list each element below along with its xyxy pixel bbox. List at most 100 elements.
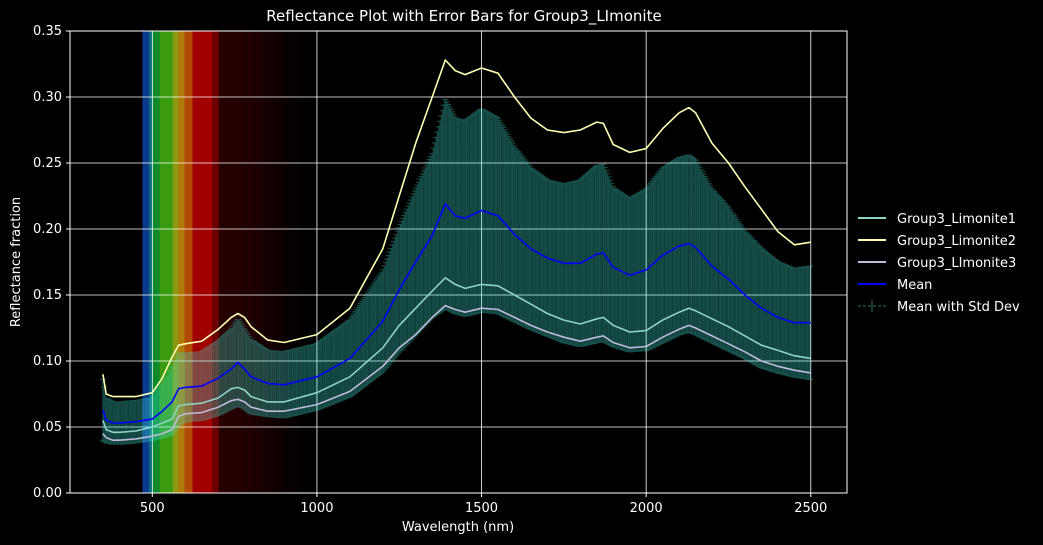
spectrum-stripe <box>255 31 258 493</box>
spectrum-stripe <box>166 31 169 493</box>
spectrum-stripe <box>289 31 292 493</box>
spectrum-stripe <box>154 31 157 493</box>
spectrum-stripe <box>159 31 162 493</box>
spectrum-stripe <box>228 31 230 493</box>
spectrum-stripe <box>197 31 200 493</box>
spectrum-stripe <box>230 31 233 493</box>
y-tick-label: 0.00 <box>33 486 62 501</box>
spectrum-stripe <box>254 31 257 493</box>
spectrum-stripe <box>267 31 270 493</box>
spectrum-stripe <box>238 31 241 493</box>
spectrum-stripe <box>229 31 232 493</box>
spectrum-stripe <box>158 31 161 493</box>
legend-label: Mean <box>897 278 932 293</box>
y-axis-ticks: 0.00 0.05 0.10 0.15 0.20 0.25 0.30 0.35 <box>33 24 70 501</box>
spectrum-stripe <box>187 31 190 493</box>
x-tick-label: 2000 <box>630 501 663 516</box>
y-axis-label: Reflectance fraction <box>9 197 24 327</box>
spectrum-stripe <box>297 31 300 493</box>
x-tick-label: 1000 <box>300 501 333 516</box>
y-tick-label: 0.15 <box>33 288 62 303</box>
y-tick-label: 0.05 <box>33 420 62 435</box>
spectrum-stripe <box>150 31 153 493</box>
spectrum-stripe <box>191 31 194 493</box>
spectrum-stripe <box>209 31 212 493</box>
spectrum-stripe <box>189 31 192 493</box>
spectrum-stripe <box>212 31 215 493</box>
spectrum-stripe <box>263 31 266 493</box>
spectrum-stripe <box>293 31 296 493</box>
spectrum-stripe <box>221 31 224 493</box>
spectrum-stripe <box>275 31 278 493</box>
y-tick-label: 0.35 <box>33 24 62 39</box>
spectrum-stripe <box>247 31 250 493</box>
spectrum-stripe <box>233 31 236 493</box>
spectrum-stripe <box>270 31 273 493</box>
spectrum-stripe <box>245 31 248 493</box>
spectrum-stripe <box>249 31 252 493</box>
spectrum-stripe <box>163 31 166 493</box>
spectrum-stripe <box>146 31 149 493</box>
spectrum-stripe <box>210 31 213 493</box>
spectrum-stripe <box>251 31 254 493</box>
spectrum-stripe <box>285 31 288 493</box>
spectrum-stripe <box>179 31 182 493</box>
spectrum-stripe <box>225 31 228 493</box>
spectrum-stripe <box>287 31 290 493</box>
spectrum-stripe <box>253 31 255 493</box>
spectrum-stripe <box>218 31 221 493</box>
spectrum-stripe <box>282 31 284 493</box>
spectrum-stripe <box>205 31 208 493</box>
spectrum-stripe <box>241 31 244 493</box>
spectrum-stripe <box>147 31 150 493</box>
spectrum-stripe <box>226 31 229 493</box>
y-tick-label: 0.20 <box>33 222 62 237</box>
series-line <box>102 203 811 424</box>
spectrum-stripe <box>266 31 269 493</box>
spectrum-stripe <box>175 31 178 493</box>
spectrum-stripe <box>278 31 280 493</box>
spectrum-stripe <box>170 31 173 493</box>
spectrum-stripe <box>168 31 171 493</box>
spectrum-stripe <box>239 31 242 493</box>
spectrum-stripe <box>203 31 205 493</box>
spectrum-stripe <box>279 31 282 493</box>
legend: Group3_Limonite1 Group3_Limonite2 Group3_L… <box>858 212 1020 315</box>
x-axis-ticks: 500 1000 1500 2000 2500 <box>140 493 827 516</box>
spectrum-stripe <box>237 31 240 493</box>
spectrum-stripe <box>291 31 294 493</box>
spectrum-stripe <box>214 31 217 493</box>
spectrum-stripe <box>176 31 179 493</box>
spectrum-stripe <box>192 31 195 493</box>
spectrum-stripe <box>200 31 203 493</box>
spectrum-stripe <box>231 31 234 493</box>
spectrum-stripe <box>299 31 302 493</box>
spectrum-stripe <box>288 31 291 493</box>
spectrum-stripe <box>268 31 271 493</box>
spectrum-stripe <box>250 31 253 493</box>
spectrum-stripe <box>162 31 165 493</box>
plot-frame <box>69 30 848 494</box>
x-tick-label: 2500 <box>794 501 827 516</box>
spectrum-stripe <box>280 31 283 493</box>
spectrum-stripe <box>177 31 180 493</box>
spectrum-stripe <box>145 31 147 493</box>
spectrum-stripe <box>243 31 246 493</box>
spectrum-stripe <box>283 31 286 493</box>
spectrum-stripe <box>216 31 219 493</box>
spectrum-stripe <box>143 31 146 493</box>
spectrum-stripe <box>274 31 277 493</box>
spectrum-stripe <box>183 31 186 493</box>
series-line <box>102 276 811 434</box>
legend-label: Mean with Std Dev <box>897 300 1020 315</box>
spectrum-stripe <box>271 31 274 493</box>
spectrum-stripe <box>152 31 155 493</box>
series-lines <box>102 59 811 442</box>
spectrum-stripe <box>156 31 159 493</box>
spectrum-stripe <box>246 31 249 493</box>
spectrum-stripe <box>296 31 299 493</box>
spectrum-stripe <box>260 31 263 493</box>
spectrum-stripe <box>195 31 198 493</box>
spectrum-stripe <box>224 31 226 493</box>
